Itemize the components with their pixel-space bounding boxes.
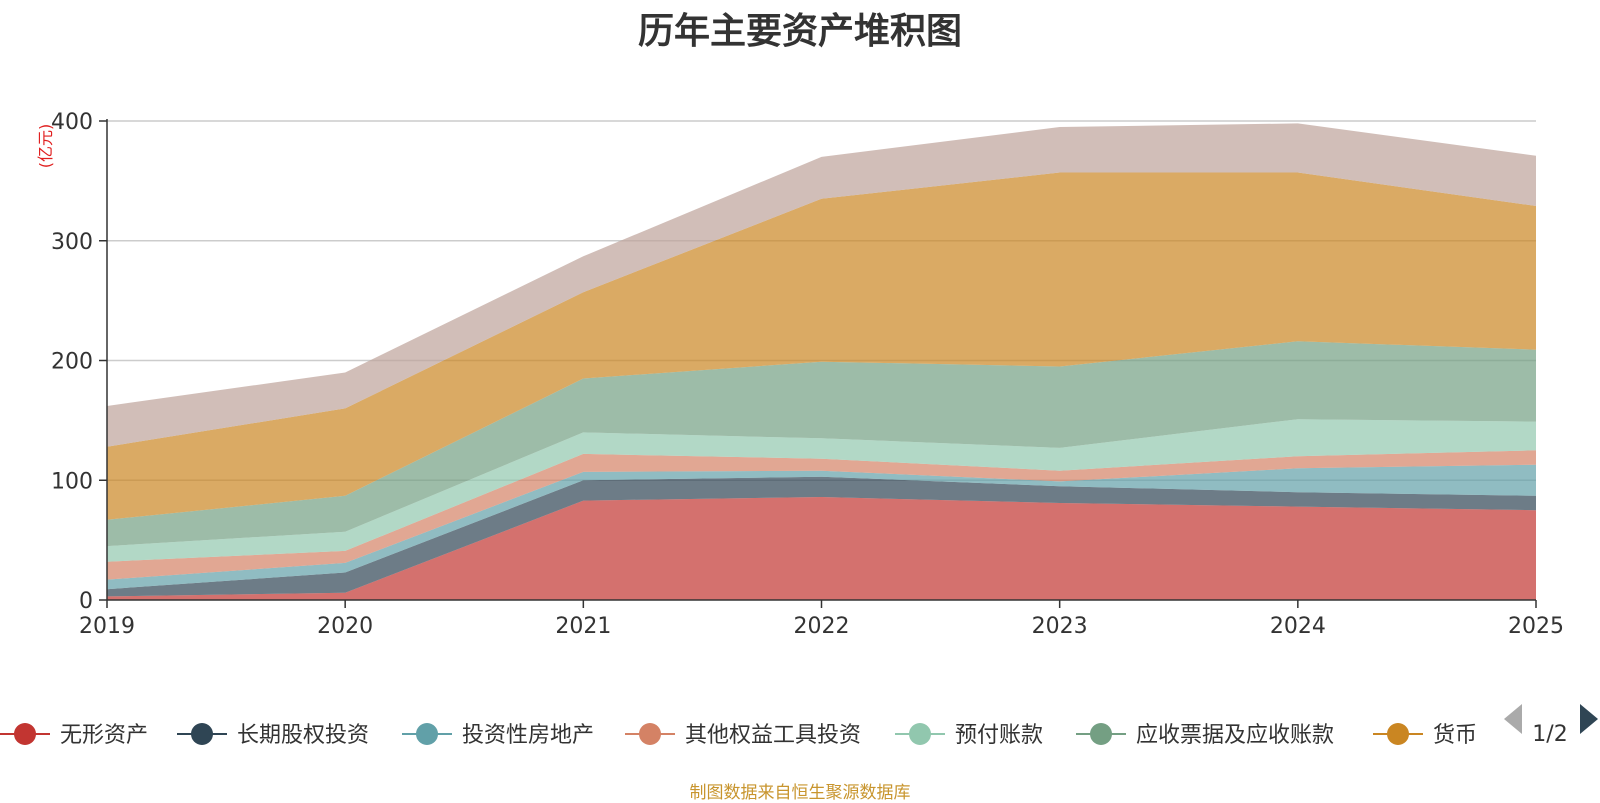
area-series <box>107 497 1536 600</box>
area-series <box>107 476 1536 597</box>
area-series <box>107 123 1536 447</box>
source-note: 制图数据来自恒生聚源数据库 <box>689 783 911 803</box>
x-tick-label: 2019 <box>79 614 135 639</box>
legend-marker-icon <box>191 723 213 745</box>
legend-label: 货币 <box>1433 723 1477 748</box>
legend-item[interactable]: 长期股权投资 <box>177 723 369 748</box>
legend-item[interactable]: 其他权益工具投资 <box>625 723 861 748</box>
y-tick-label: 300 <box>51 230 93 255</box>
legend-item[interactable]: 无形资产 <box>0 723 148 748</box>
legend-item[interactable]: 预付账款 <box>895 723 1043 748</box>
area-series <box>107 172 1536 520</box>
x-tick-label: 2020 <box>317 614 373 639</box>
legend-label: 投资性房地产 <box>462 723 594 748</box>
stacked-areas <box>107 123 1536 600</box>
legend-label: 预付账款 <box>955 723 1043 748</box>
legend-marker-icon <box>416 723 438 745</box>
x-tick-label: 2022 <box>794 614 850 639</box>
legend-marker-icon <box>1090 723 1112 745</box>
legend-marker-icon <box>1387 723 1409 745</box>
legend-item[interactable]: 应收票据及应收账款 <box>1076 723 1334 748</box>
x-tick-label: 2021 <box>555 614 611 639</box>
y-tick-label: 100 <box>51 469 93 494</box>
x-tick-label: 2023 <box>1032 614 1088 639</box>
y-axis-unit-label: (亿元) <box>36 124 55 169</box>
axes: 0 100 200 300 400 2019 2020 2021 2022 2023 2024 202… <box>51 110 1564 639</box>
legend-page-indicator: 1/2 <box>1532 722 1567 747</box>
area-series <box>107 419 1536 562</box>
x-tick-label: 2025 <box>1508 614 1564 639</box>
legend-marker-icon <box>639 723 661 745</box>
x-tick-label: 2024 <box>1270 614 1326 639</box>
legend-pager: 1/2 <box>1504 704 1598 747</box>
legend-label: 长期股权投资 <box>237 723 369 748</box>
legend-item[interactable]: 货币 <box>1373 723 1477 748</box>
legend: 无形资产 长期股权投资 投资性房地产 其他权益工具投资 预付账款 应收票据及应收账款 货币 <box>0 723 1477 748</box>
area-series <box>107 464 1536 590</box>
chart-title: 历年主要资产堆积图 <box>637 11 962 52</box>
legend-prev-arrow-icon[interactable] <box>1504 704 1522 734</box>
legend-label: 应收票据及应收账款 <box>1136 723 1334 748</box>
legend-next-arrow-icon[interactable] <box>1580 704 1598 734</box>
y-tick-label: 200 <box>51 350 93 375</box>
legend-item[interactable]: 投资性房地产 <box>402 723 594 748</box>
legend-label: 无形资产 <box>60 723 148 748</box>
y-tick-label: 400 <box>51 110 93 135</box>
y-tick-label: 0 <box>79 589 93 614</box>
legend-label: 其他权益工具投资 <box>685 723 861 748</box>
area-series <box>107 341 1536 547</box>
area-series <box>107 450 1536 580</box>
legend-marker-icon <box>14 723 36 745</box>
legend-marker-icon <box>909 723 931 745</box>
